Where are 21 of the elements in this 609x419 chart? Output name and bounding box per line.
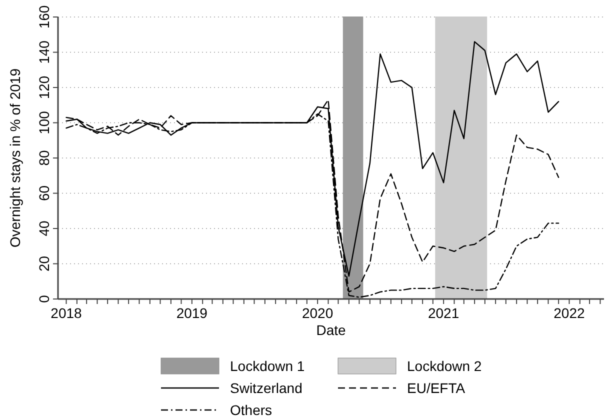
legend-label: Others — [230, 402, 272, 418]
legend-label: Lockdown 1 — [230, 358, 305, 374]
y-tick-label: 160 — [36, 5, 52, 29]
y-tick-label: 140 — [36, 40, 52, 64]
legend-label: Lockdown 2 — [407, 358, 482, 374]
y-tick-label: 60 — [36, 185, 52, 202]
y-axis-title: Overnight stays in % of 2019 — [7, 68, 23, 248]
x-tick-label: 2019 — [176, 305, 208, 321]
y-tick-label: 0 — [36, 294, 52, 303]
x-tick-label: 2020 — [302, 305, 334, 321]
y-tick-label: 40 — [36, 220, 52, 236]
y-tick-label: 100 — [36, 110, 52, 134]
y-tick-label: 120 — [36, 76, 52, 100]
y-tick-label: 80 — [36, 150, 52, 166]
y-tick-label: 20 — [36, 256, 52, 272]
x-tick-label: 2022 — [554, 305, 586, 321]
legend-label: Switzerland — [230, 380, 302, 396]
x-tick-label: 2021 — [428, 305, 460, 321]
x-axis-title: Date — [316, 322, 346, 338]
legend-label: EU/EFTA — [407, 380, 466, 396]
x-tick-label: 2018 — [50, 305, 82, 321]
